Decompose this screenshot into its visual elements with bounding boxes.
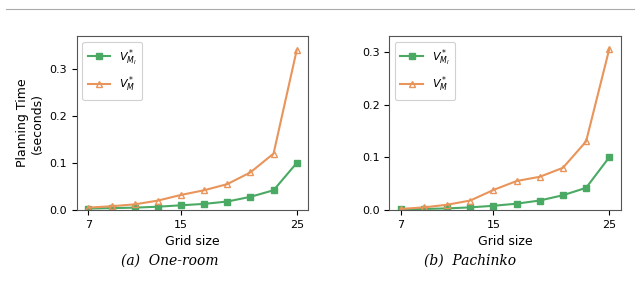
$V^*_{M_I}$: [269, 188, 277, 192]
$V^*_{M_I}$: [467, 206, 474, 209]
$V^*_{M_I}$: [131, 206, 138, 209]
$V^*_M$: [444, 203, 451, 206]
$V^*_{M_I}$: [605, 155, 613, 159]
$V^*_{M_I}$: [246, 195, 254, 199]
$V^*_M$: [84, 206, 92, 209]
$V^*_M$: [293, 48, 301, 52]
X-axis label: Grid size: Grid size: [165, 235, 220, 248]
$V^*_M$: [397, 207, 404, 211]
Legend: $V^*_{M_I}$, $V^*_M$: $V^*_{M_I}$, $V^*_M$: [395, 42, 455, 100]
$V^*_{M_I}$: [444, 207, 451, 210]
Line: $V^*_M$: $V^*_M$: [397, 46, 612, 212]
$V^*_{M_I}$: [177, 203, 185, 207]
$V^*_{M_I}$: [559, 194, 567, 197]
Text: (b)  Pachinko: (b) Pachinko: [424, 254, 516, 268]
$V^*_{M_I}$: [513, 202, 520, 206]
$V^*_{M_I}$: [293, 161, 301, 165]
$V^*_M$: [467, 199, 474, 202]
$V^*_{M_I}$: [582, 186, 590, 190]
Line: $V^*_{M_I}$: $V^*_{M_I}$: [398, 154, 612, 212]
$V^*_M$: [420, 206, 428, 209]
$V^*_M$: [131, 202, 138, 206]
$V^*_{M_I}$: [154, 205, 162, 208]
$V^*_M$: [605, 47, 613, 51]
$V^*_M$: [108, 204, 115, 208]
$V^*_{M_I}$: [108, 206, 115, 210]
$V^*_{M_I}$: [223, 200, 231, 203]
Y-axis label: Planning Time
(seconds): Planning Time (seconds): [16, 79, 44, 167]
$V^*_M$: [582, 140, 590, 143]
$V^*_M$: [246, 171, 254, 174]
$V^*_M$: [200, 188, 208, 192]
$V^*_M$: [269, 152, 277, 155]
$V^*_M$: [154, 199, 162, 202]
$V^*_{M_I}$: [536, 199, 543, 202]
$V^*_{M_I}$: [420, 207, 428, 211]
$V^*_M$: [490, 188, 497, 192]
$V^*_M$: [513, 179, 520, 183]
$V^*_{M_I}$: [397, 208, 404, 211]
$V^*_M$: [223, 182, 231, 186]
Legend: $V^*_{M_I}$, $V^*_M$: $V^*_{M_I}$, $V^*_M$: [83, 42, 142, 100]
$V^*_{M_I}$: [490, 204, 497, 208]
$V^*_M$: [536, 175, 543, 178]
$V^*_M$: [559, 166, 567, 169]
$V^*_{M_I}$: [200, 202, 208, 206]
Text: (a)  One-room: (a) One-room: [121, 254, 218, 268]
Line: $V^*_{M_I}$: $V^*_{M_I}$: [86, 160, 300, 212]
$V^*_M$: [177, 193, 185, 197]
$V^*_{M_I}$: [84, 207, 92, 210]
Line: $V^*_M$: $V^*_M$: [85, 46, 300, 211]
X-axis label: Grid size: Grid size: [477, 235, 532, 248]
